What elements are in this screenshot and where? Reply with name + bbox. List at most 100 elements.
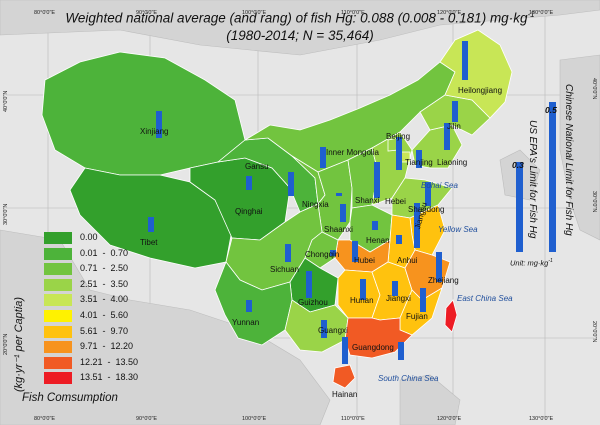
legend-swatch [44,247,72,260]
legend-label: 5.61 - 9.70 [80,325,129,336]
hg-bar-shaanxi [340,204,346,222]
legend-label: 13.51 - 18.30 [80,372,139,383]
label-shandong: Shandong [408,205,445,214]
legend-swatch [44,310,72,322]
province-taiwan [444,299,458,333]
hg-bar-hainan [398,342,404,360]
label-anhui: Anhui [397,256,418,265]
label-xinjiang: Xinjiang [140,127,169,136]
legend-label: 0.01 - 0.70 [80,247,129,258]
legend-unit: (kg·yr⁻¹ per Captia) [13,296,25,392]
china-limit-bar [549,102,556,252]
hg-bars [148,41,468,364]
hg-bar-guangdong [342,337,348,364]
legend-swatch [44,356,72,369]
province-guangdong [344,317,413,359]
label-hunan: Hunan [350,296,374,305]
tick-right-30: 30°0'0"N [591,191,597,213]
hg-bar-henan [372,221,378,230]
label-bohai-sea: Bohai Sea [421,181,458,190]
label-beijing: Beijing [386,132,411,141]
label-ningxia: Ningxia [302,200,329,209]
label-east-china-sea: East China Sea [457,294,513,303]
hg-bar-chongqin [330,250,336,256]
map-title: Weighted national average (and rang) of … [65,10,535,26]
label-qinghai: Qinghai [235,207,263,216]
hg-bar-hebei [374,162,380,198]
label-liaoning: Liaoning [437,158,468,167]
legend: (kg·yr⁻¹ per Captia) 0.00 0.01 - 0.70 0.71… [13,232,156,410]
tick-left-40: 40°0'0"N [3,90,9,112]
hg-bar-ningxia [288,172,294,196]
tick-top-130: 130°0'0"E [529,10,554,16]
hg-bar-sichuan [285,244,291,262]
tick-top-80: 80°0'0"E [34,10,56,16]
hg-bar-shanxi [336,193,342,196]
legend-label: 0.00 [80,232,98,242]
china-limit-label: Chinese National Limit for Fish Hg [563,84,574,236]
label-hebei: Hebei [385,197,406,206]
tick-bottom-120: 120°0'0"E [437,416,462,422]
label-tibet: Tibet [140,238,158,247]
tick-left-20: 20°0'0"N [3,333,9,355]
legend-swatch [44,278,72,291]
tick-bottom-100: 100°0'0"E [242,416,267,422]
bar-unit: Unit: mg·kg-1 [510,258,553,268]
label-gansu: Gansu [245,162,269,171]
label-shanxi: Shanxi [355,196,380,205]
hg-bar-gansu [246,176,252,188]
hg-bar-yunnan [246,300,252,312]
label-zhejiang: Zhejiang [428,276,459,285]
us-epa-limit-bar [516,162,523,252]
hg-bar-hubei [352,241,358,262]
hg-bar-liaoning [444,123,450,150]
legend-label: 9.71 - 12.20 [80,341,134,352]
tick-right-40: 40°0'0"N [591,78,597,100]
hg-bar-jiangsu [414,203,420,248]
label-heilongjiang: Heilongjiang [458,86,503,95]
hg-bar-jiangxi [392,281,398,296]
label-guangxi: Guangxi [318,326,348,335]
legend-swatch [44,294,72,307]
label-shaanxi: Shaanxi [324,225,353,234]
label-guangdong: Guangdong [352,343,394,352]
label-henan: Henan [366,236,390,245]
us-epa-value: 0.3 [512,160,524,170]
legend-label: 12.21 - 13.50 [80,356,139,367]
map-subtitle: (1980-2014; N = 35,464) [226,28,374,43]
provinces [41,29,513,389]
label-hainan: Hainan [332,390,358,399]
legend-swatch [44,341,72,354]
tick-bottom-80: 80°0'0"E [34,416,56,422]
tick-top-90: 90°0'0"E [136,10,158,16]
china-limit-value: 0.5 [545,105,557,115]
tick-top-100: 100°0'0"E [242,10,267,16]
tick-bottom-130: 130°0'0"E [529,416,554,422]
legend-swatch [44,372,72,385]
legend-swatch [44,325,72,338]
legend-title: Fish Comsumption [22,392,118,404]
hg-bar-xinjiang [156,111,162,138]
label-inner-mongolia: Inner Mongolia [326,148,379,157]
hg-bar-zhejiang [436,252,442,282]
tick-top-110: 110°0'0"E [341,10,365,16]
legend-label: 0.71 - 2.50 [80,263,129,274]
label-tianjing: Tianjing [405,158,433,167]
tick-right-20: 20°0'0"N [591,321,597,343]
hg-bar-heilongjiang [462,41,468,80]
hg-bar-tibet [148,217,154,232]
hg-bar-shandong [425,182,431,206]
label-guizhou: Guizhou [298,298,328,307]
label-chongqin: Chongqin [305,250,340,259]
tick-bottom-90: 90°0'0"E [136,416,158,422]
tick-bottom-110: 110°0'0"E [341,416,365,422]
label-yunnan: Yunnan [232,318,260,327]
us-epa-label: US EPA's Limit for Fish Hg [527,120,538,239]
legend-swatch [44,263,72,276]
label-yellow-sea: Yellow Sea [438,225,478,234]
legend-label: 2.51 - 3.50 [80,278,129,289]
legend-label: 3.51 - 4.00 [80,294,129,305]
